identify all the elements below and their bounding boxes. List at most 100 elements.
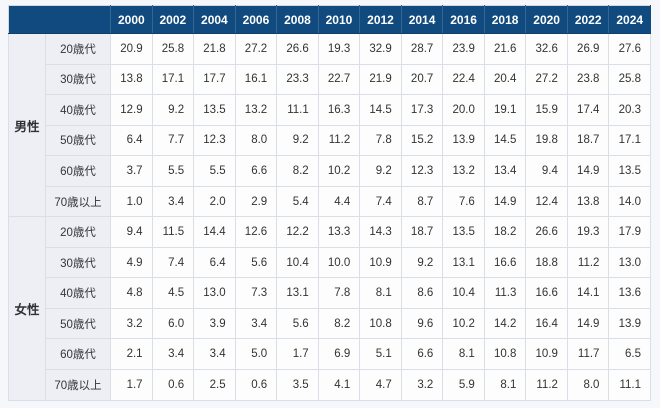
data-cell: 17.4 bbox=[566, 94, 610, 126]
data-cell: 11.1 bbox=[608, 369, 651, 401]
age-label: 70歳以上 bbox=[45, 369, 112, 401]
data-cell: 8.1 bbox=[359, 277, 402, 309]
data-cell: 3.4 bbox=[234, 307, 278, 340]
data-cell: 22.4 bbox=[442, 63, 485, 96]
data-cell: 20.4 bbox=[483, 63, 527, 96]
data-cell: 9.2 bbox=[276, 124, 319, 157]
data-cell: 5.6 bbox=[276, 307, 319, 340]
table-row: 40歳代 12.9 9.2 13.5 13.2 11.1 16.3 14.5 17.3 20.0 1… bbox=[9, 94, 651, 126]
data-cell: 2.1 bbox=[110, 338, 153, 371]
table-row: 男性 20歳代 20.9 25.8 21.8 27.2 26.6 19.3 32.9 28.7 23… bbox=[7, 32, 651, 218]
data-cell: 26.6 bbox=[525, 216, 568, 248]
data-cell: 8.6 bbox=[400, 277, 444, 309]
data-cell: 14.2 bbox=[483, 307, 527, 340]
data-cell: 10.2 bbox=[442, 307, 485, 340]
age-label: 60歳代 bbox=[45, 155, 112, 187]
data-cell: 7.4 bbox=[151, 246, 195, 279]
data-cell: 21.8 bbox=[193, 33, 236, 65]
data-cell: 13.6 bbox=[608, 277, 651, 309]
data-cell: 32.9 bbox=[359, 33, 402, 65]
data-cell: 11.3 bbox=[483, 277, 527, 309]
data-cell: 4.5 bbox=[151, 277, 195, 309]
data-cell: 15.9 bbox=[525, 94, 568, 126]
data-cell: 5.4 bbox=[276, 185, 319, 218]
data-cell: 11.2 bbox=[566, 246, 610, 279]
data-cell: 5.5 bbox=[151, 155, 195, 187]
data-cell: 3.7 bbox=[110, 155, 153, 187]
data-cell: 7.3 bbox=[234, 277, 278, 309]
data-cell: 7.7 bbox=[151, 124, 195, 157]
age-label: 50歳代 bbox=[45, 124, 112, 157]
data-cell: 8.0 bbox=[566, 369, 610, 401]
data-cell: 5.6 bbox=[234, 246, 278, 279]
data-cell: 13.0 bbox=[608, 246, 651, 279]
data-cell: 1.7 bbox=[110, 369, 153, 401]
table-row: 30歳代 13.8 17.1 17.7 16.1 23.3 22.7 21.9 20.7 22.4… bbox=[9, 63, 651, 96]
data-cell: 20.0 bbox=[442, 94, 485, 126]
data-cell: 5.5 bbox=[193, 155, 236, 187]
year-header: 2004 bbox=[193, 5, 236, 34]
table-row: 40歳代 4.8 4.5 13.0 7.3 13.1 7.8 8.1 8.6 10.4 11.3 16… bbox=[9, 277, 651, 309]
age-label: 20歳代 bbox=[45, 33, 112, 65]
data-cell: 13.5 bbox=[193, 94, 236, 126]
data-cell: 14.1 bbox=[566, 277, 610, 309]
data-cell: 14.9 bbox=[566, 155, 610, 187]
year-header: 2014 bbox=[401, 5, 444, 34]
data-cell: 23.8 bbox=[566, 63, 610, 96]
group-label: 女性 bbox=[7, 216, 47, 401]
data-cell: 3.9 bbox=[193, 307, 236, 340]
data-cell: 13.9 bbox=[442, 124, 485, 157]
data-cell: 12.3 bbox=[400, 155, 444, 187]
year-header: 2016 bbox=[442, 5, 485, 34]
data-cell: 27.2 bbox=[234, 33, 278, 65]
data-cell: 2.0 bbox=[193, 185, 236, 218]
data-cell: 0.6 bbox=[151, 369, 195, 401]
data-cell: 16.4 bbox=[525, 307, 568, 340]
year-header: 2022 bbox=[567, 5, 610, 34]
data-cell: 14.3 bbox=[359, 216, 402, 248]
data-cell: 10.8 bbox=[483, 338, 527, 371]
data-cell: 7.4 bbox=[359, 185, 402, 218]
data-cell: 12.4 bbox=[525, 185, 568, 218]
data-cell: 13.4 bbox=[483, 155, 527, 187]
data-cell: 9.2 bbox=[359, 155, 402, 187]
data-cell: 8.7 bbox=[400, 185, 444, 218]
corner-cell bbox=[8, 5, 112, 34]
data-cell: 11.2 bbox=[317, 124, 361, 157]
data-cell: 6.0 bbox=[151, 307, 195, 340]
data-cell: 10.0 bbox=[317, 246, 361, 279]
data-cell: 16.3 bbox=[317, 94, 361, 126]
data-cell: 18.7 bbox=[400, 216, 444, 248]
data-cell: 17.7 bbox=[193, 63, 236, 96]
data-cell: 1.7 bbox=[276, 338, 319, 371]
table-row: 60歳代 3.7 5.5 5.5 6.6 8.2 10.2 9.2 12.3 13.2 13.4 9.… bbox=[9, 155, 651, 187]
year-header: 2002 bbox=[152, 5, 195, 34]
data-cell: 20.7 bbox=[400, 63, 444, 96]
data-cell: 6.6 bbox=[400, 338, 444, 371]
data-cell: 20.3 bbox=[608, 94, 651, 126]
data-cell: 9.4 bbox=[525, 155, 568, 187]
data-cell: 3.4 bbox=[151, 338, 195, 371]
data-cell: 27.6 bbox=[608, 33, 651, 65]
age-label: 40歳代 bbox=[45, 277, 112, 309]
age-year-data-table: 2000 2002 2004 2006 2008 2010 2012 2014 2016 2018… bbox=[7, 5, 651, 401]
age-label: 70歳以上 bbox=[45, 185, 112, 218]
data-cell: 27.2 bbox=[525, 63, 568, 96]
data-cell: 3.2 bbox=[110, 307, 153, 340]
age-label: 20歳代 bbox=[45, 216, 112, 248]
data-cell: 13.1 bbox=[442, 246, 485, 279]
data-cell: 3.5 bbox=[276, 369, 319, 401]
data-cell: 13.1 bbox=[276, 277, 319, 309]
data-cell: 16.1 bbox=[234, 63, 278, 96]
data-cell: 10.4 bbox=[442, 277, 485, 309]
data-cell: 26.9 bbox=[566, 33, 610, 65]
data-cell: 12.3 bbox=[193, 124, 236, 157]
header-row: 2000 2002 2004 2006 2008 2010 2012 2014 2016 2018… bbox=[8, 5, 651, 34]
data-cell: 6.5 bbox=[608, 338, 651, 371]
data-cell: 7.6 bbox=[442, 185, 485, 218]
data-cell: 17.9 bbox=[608, 216, 651, 248]
data-cell: 26.6 bbox=[276, 33, 319, 65]
data-cell: 4.8 bbox=[110, 277, 153, 309]
data-cell: 14.9 bbox=[566, 307, 610, 340]
data-cell: 19.3 bbox=[317, 33, 361, 65]
